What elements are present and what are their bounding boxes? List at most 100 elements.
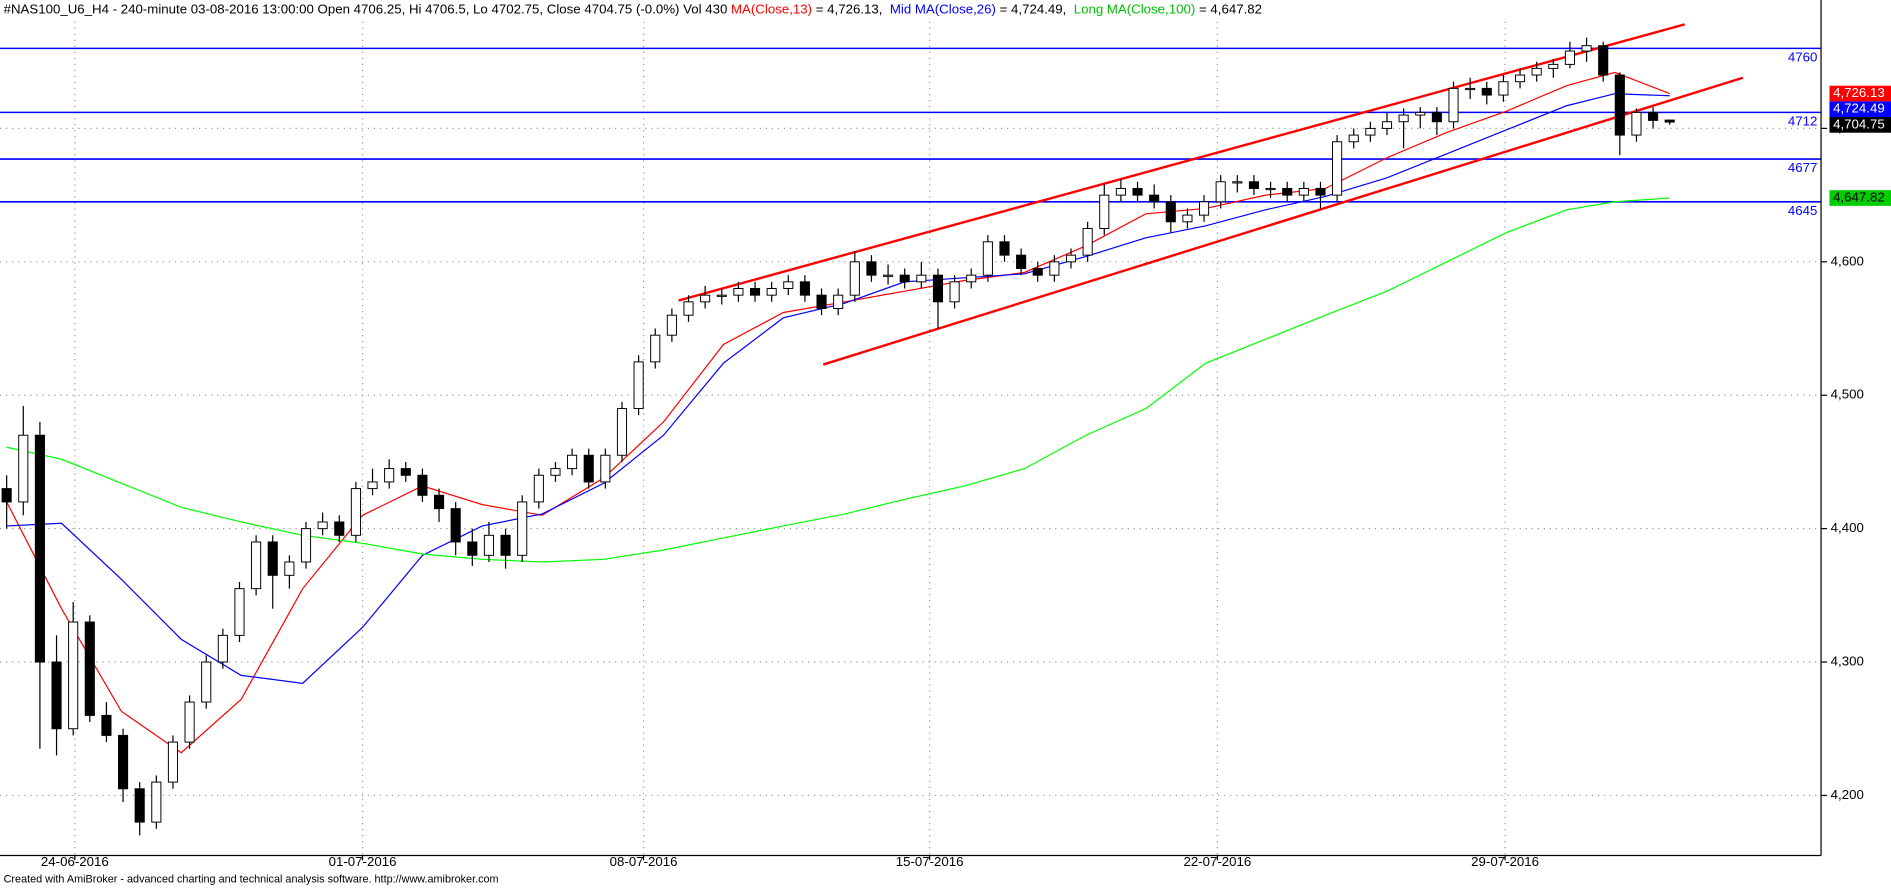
trendline bbox=[822, 76, 1744, 366]
header-part: , bbox=[879, 1, 886, 16]
candle-body bbox=[916, 274, 927, 283]
level-label: 4760 bbox=[1788, 50, 1817, 65]
candle-body bbox=[866, 261, 877, 276]
candle-body bbox=[650, 334, 661, 363]
x-tick-label: 22-07-2016 bbox=[1183, 854, 1251, 869]
candle-body bbox=[384, 468, 395, 483]
candle-body bbox=[1315, 187, 1326, 196]
candle-body bbox=[683, 301, 694, 316]
candle-body bbox=[600, 454, 611, 483]
candle-body bbox=[517, 501, 528, 556]
candle-body bbox=[1398, 114, 1409, 123]
candle-body bbox=[1564, 50, 1575, 65]
candle-body bbox=[799, 281, 810, 296]
candle-body bbox=[1481, 87, 1492, 96]
candle-body bbox=[1514, 74, 1526, 83]
candle-body bbox=[1498, 81, 1509, 96]
footer: Created with AmiBroker - advanced charti… bbox=[4, 873, 499, 885]
value-box bbox=[1829, 85, 1891, 102]
candle-body bbox=[1248, 181, 1260, 189]
candle-body bbox=[899, 274, 910, 283]
candle-body bbox=[700, 294, 711, 303]
value-box bbox=[1829, 190, 1891, 206]
level-label: 4645 bbox=[1788, 203, 1817, 218]
trendline bbox=[678, 23, 1686, 302]
candle-body bbox=[733, 288, 744, 296]
x-tick-label: 24-06-2016 bbox=[41, 854, 109, 869]
candle-body bbox=[450, 508, 461, 543]
candle-body bbox=[1082, 227, 1093, 256]
candle-body bbox=[1648, 111, 1659, 121]
candle-body bbox=[1065, 254, 1077, 263]
candle-body bbox=[849, 261, 860, 296]
candle-body bbox=[616, 408, 628, 456]
candle-body bbox=[1431, 111, 1442, 123]
candle-body bbox=[400, 468, 411, 476]
value-box-label: 4,647.82 bbox=[1833, 190, 1885, 205]
candle-body bbox=[300, 528, 312, 563]
candle-body bbox=[1598, 45, 1609, 76]
candle-body bbox=[749, 288, 761, 296]
candle-body bbox=[284, 561, 295, 576]
level-label: 4712 bbox=[1788, 114, 1817, 129]
candle-body bbox=[833, 294, 844, 309]
candle-body bbox=[267, 541, 278, 576]
candle-body bbox=[766, 288, 777, 296]
candle-body bbox=[1232, 181, 1243, 184]
candle-body bbox=[350, 488, 361, 536]
candle-body bbox=[949, 281, 960, 303]
header-part: MA(Close,13) bbox=[731, 1, 812, 16]
value-box-label: 4,704.75 bbox=[1833, 116, 1885, 131]
candle-body bbox=[134, 788, 145, 823]
candle-body bbox=[783, 281, 794, 289]
x-tick-label: 29-07-2016 bbox=[1471, 854, 1539, 869]
candle-body bbox=[1581, 45, 1592, 52]
candle-body bbox=[583, 454, 594, 483]
candle-body bbox=[716, 294, 727, 297]
header-part: Long MA(Close,100) bbox=[1074, 1, 1196, 16]
x-tick-label: 15-07-2016 bbox=[896, 854, 964, 869]
candle-body bbox=[966, 274, 977, 283]
candle-body bbox=[1298, 187, 1309, 196]
candle-body bbox=[68, 621, 79, 730]
candle-body bbox=[567, 454, 578, 470]
candle-body bbox=[1, 488, 12, 503]
candle-body bbox=[334, 521, 345, 536]
candle-body bbox=[982, 241, 993, 276]
candle-body bbox=[1149, 194, 1160, 203]
value-box bbox=[1829, 101, 1891, 118]
candle-body bbox=[34, 434, 45, 663]
header-part: 4,647.82 bbox=[1210, 1, 1262, 16]
candle-body bbox=[234, 588, 245, 636]
candle-body bbox=[1182, 214, 1193, 223]
candle-body bbox=[151, 781, 162, 823]
candle-body bbox=[84, 621, 95, 716]
candle-body bbox=[251, 541, 262, 590]
y-tick-label: 4,200 bbox=[1831, 787, 1864, 802]
candle-body bbox=[367, 481, 378, 490]
candle-body bbox=[101, 714, 112, 736]
header-part: = bbox=[812, 1, 827, 16]
candle-body bbox=[1531, 67, 1542, 76]
candle-body bbox=[201, 661, 212, 703]
candle-body bbox=[1348, 134, 1359, 143]
candle-body bbox=[1115, 187, 1126, 196]
candle-body bbox=[1215, 181, 1226, 203]
candle-body bbox=[1448, 87, 1459, 123]
candle-body bbox=[500, 534, 511, 556]
candle-body bbox=[467, 541, 478, 556]
candle-body bbox=[1415, 111, 1426, 116]
header-part: 4,724.49 bbox=[1011, 1, 1063, 16]
candle-body bbox=[18, 434, 29, 503]
candle-body bbox=[633, 361, 644, 410]
value-box-label: 4,724.49 bbox=[1833, 101, 1885, 116]
candle-body bbox=[1548, 63, 1559, 69]
candle-body bbox=[932, 274, 944, 303]
candle-body bbox=[1165, 201, 1176, 223]
ma-line bbox=[6, 93, 1670, 685]
candle-body bbox=[433, 494, 445, 510]
chart-header: #NAS100_U6_H4 - 240-minute 03-08-2016 13… bbox=[4, 1, 1262, 16]
